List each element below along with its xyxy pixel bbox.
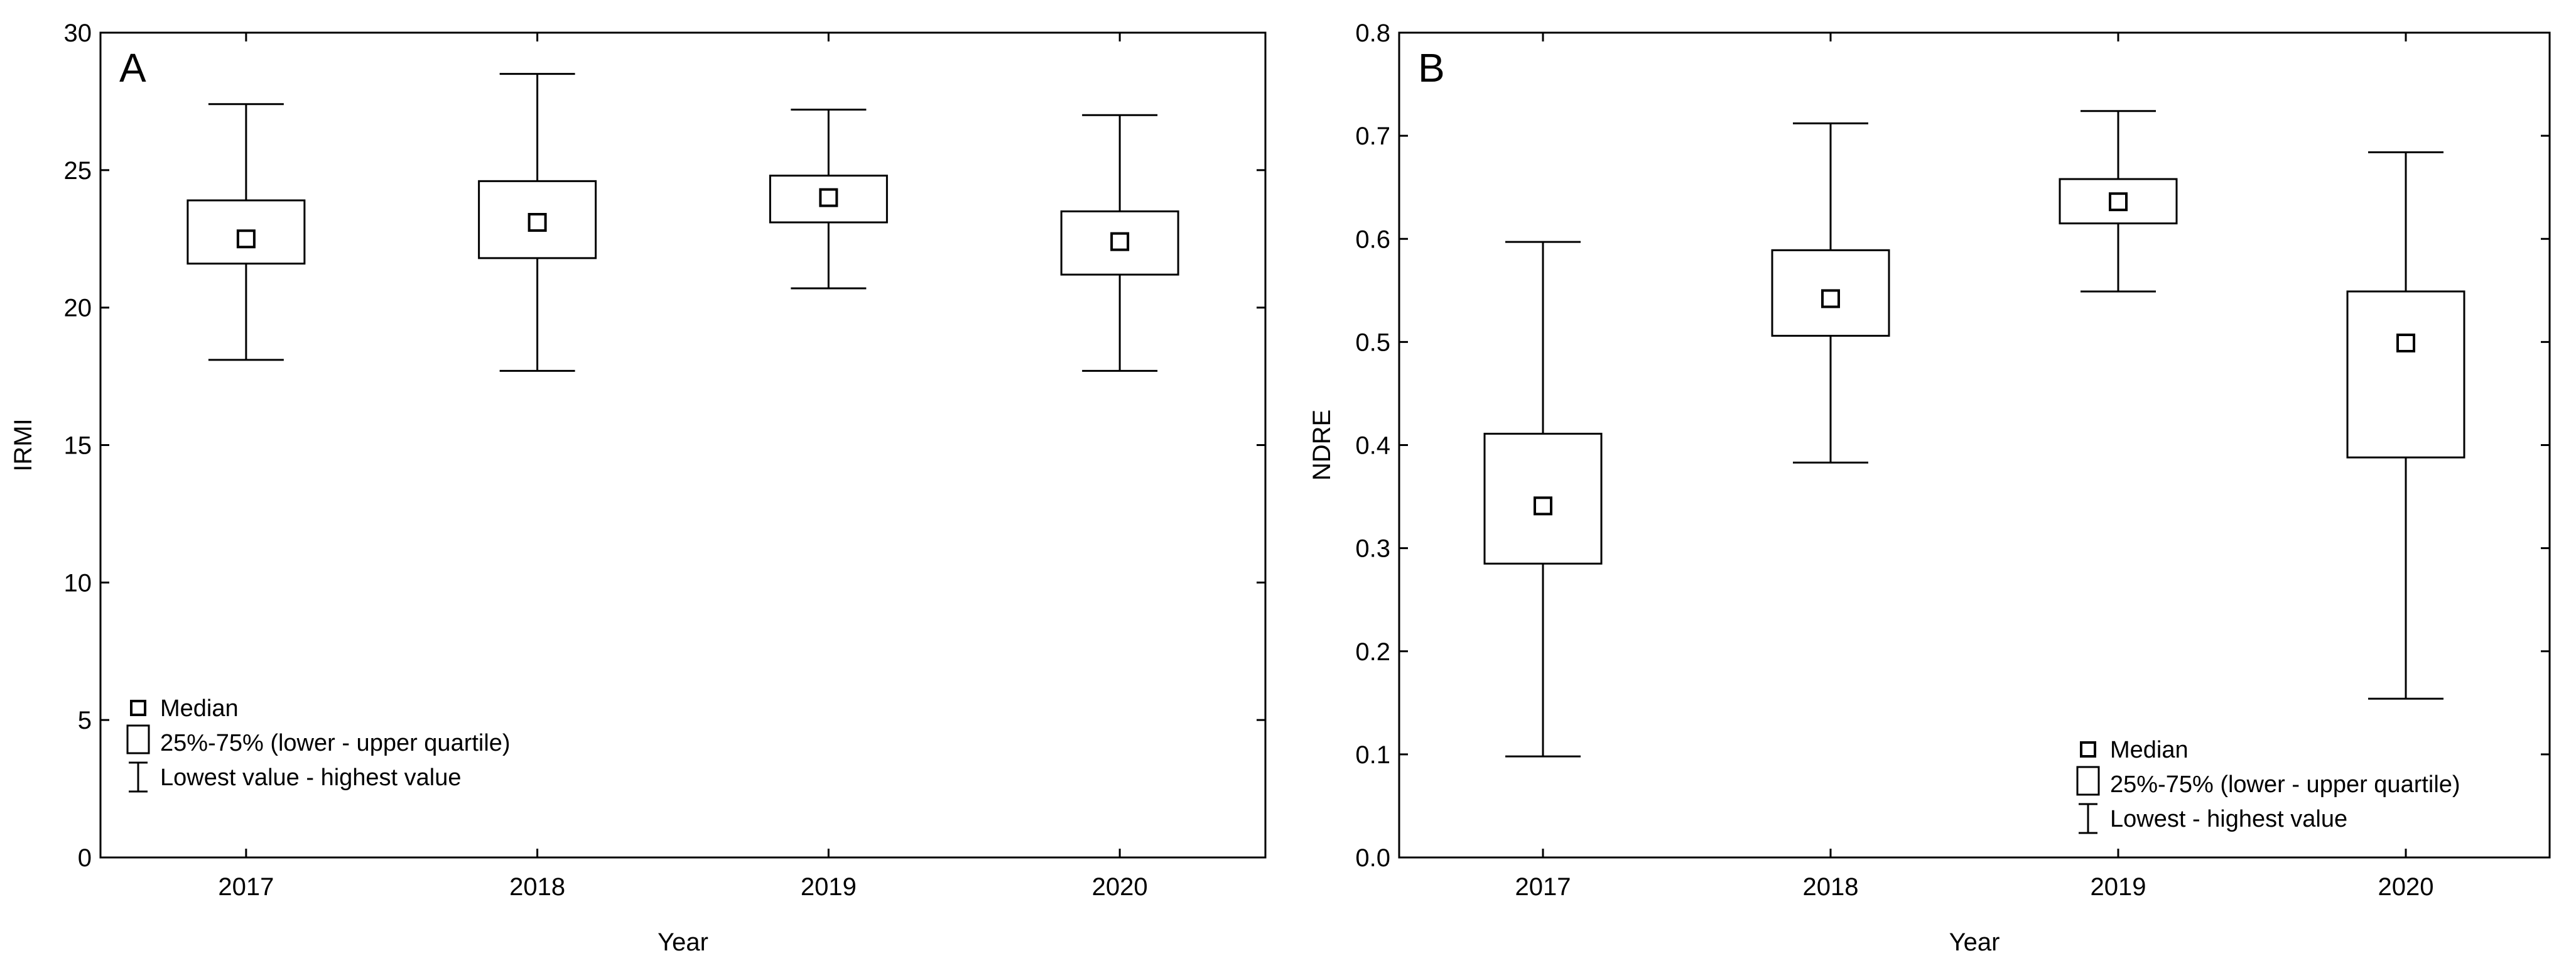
- y-tick-label: 15: [64, 432, 92, 460]
- y-tick-label: 5: [78, 707, 92, 734]
- box-2017: [187, 103, 306, 361]
- median-marker: [1821, 289, 1840, 308]
- median-marker: [236, 229, 256, 249]
- y-tick-label: 10: [64, 569, 92, 597]
- x-tick-label: 2020: [1092, 873, 1148, 901]
- box-2017: [1483, 241, 1603, 758]
- quartile-box: [2346, 290, 2465, 459]
- box-2018: [478, 73, 597, 372]
- x-tick-label: 2020: [2378, 873, 2434, 901]
- legend-median-label: Median: [2110, 737, 2189, 763]
- y-tick-label: 0.3: [1355, 535, 1390, 563]
- y-tick-label: 0.6: [1355, 226, 1390, 253]
- y-tick-label: 0.2: [1355, 638, 1390, 666]
- y-tick-label: 0.7: [1355, 122, 1390, 150]
- quartile-box: [1483, 432, 1603, 565]
- x-axis-label: Year: [1949, 928, 2000, 956]
- legend: Median 25%-75% (lower - upper quartile) Lo…: [2076, 737, 2460, 834]
- legend-quartile-label: 25%-75% (lower - upper quartile): [160, 730, 511, 756]
- y-axis-label: IRMI: [9, 418, 37, 471]
- median-marker: [1534, 496, 1552, 516]
- panel-a: 0 5 10 15 20 25 30 2017 2018 2019 2020 Year IRMI A Med…: [9, 19, 1267, 956]
- panel-b: 0.0 0.1 0.2 0.3 0.4 0.5 0.6 0.7 0.8 2017 2018 2019 2…: [1308, 19, 2551, 956]
- y-tick-label: 20: [64, 295, 92, 322]
- x-tick-label: 2019: [2091, 873, 2146, 901]
- y-axis-label: NDRE: [1308, 410, 1336, 481]
- median-marker: [528, 212, 547, 232]
- y-tick-label: 0.4: [1355, 432, 1390, 460]
- legend-median-symbol: [2080, 741, 2096, 758]
- x-tick-label: 2019: [801, 873, 857, 901]
- x-tick-label: 2018: [1803, 873, 1859, 901]
- y-tick-label: 0.0: [1355, 844, 1390, 872]
- box-2019: [2059, 110, 2178, 293]
- median-marker: [1110, 232, 1130, 251]
- panel-label: A: [119, 45, 146, 90]
- x-tick-label: 2017: [218, 873, 274, 901]
- legend-median-symbol: [130, 700, 146, 716]
- y-tick-label: 30: [64, 19, 92, 47]
- x-axis-label: Year: [658, 928, 708, 956]
- median-marker: [2109, 192, 2128, 212]
- legend-quartile-label: 25%-75% (lower - upper quartile): [2110, 771, 2460, 798]
- legend-range-label: Lowest - highest value: [2110, 806, 2347, 832]
- median-marker: [2396, 334, 2415, 353]
- y-tick-label: 0.5: [1355, 329, 1390, 356]
- y-tick-label: 25: [64, 157, 92, 185]
- legend-quartile-symbol: [126, 724, 150, 754]
- box-2018: [1771, 122, 1890, 464]
- panel-label: B: [1418, 45, 1445, 90]
- x-tick-label: 2017: [1515, 873, 1571, 901]
- y-tick-label: 0.1: [1355, 741, 1390, 769]
- legend-median-label: Median: [160, 695, 239, 722]
- y-tick-label: 0: [78, 844, 92, 872]
- box-2020: [2346, 151, 2465, 700]
- legend-range-label: Lowest value - highest value: [160, 764, 462, 791]
- legend-quartile-symbol: [2076, 766, 2100, 796]
- legend: Median 25%-75% (lower - upper quartile) Lo…: [126, 695, 511, 793]
- box-2019: [769, 109, 888, 290]
- y-tick-label: 0.8: [1355, 19, 1390, 47]
- box-2020: [1060, 114, 1179, 372]
- median-marker: [819, 188, 838, 207]
- x-tick-label: 2018: [509, 873, 565, 901]
